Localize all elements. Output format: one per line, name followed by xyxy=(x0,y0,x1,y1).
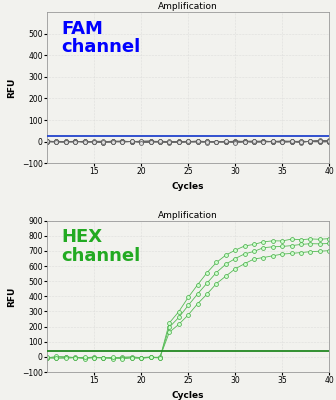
X-axis label: Cycles: Cycles xyxy=(172,182,204,191)
X-axis label: Cycles: Cycles xyxy=(172,391,204,400)
Y-axis label: RFU: RFU xyxy=(7,78,16,98)
Title: Amplification: Amplification xyxy=(158,211,218,220)
Y-axis label: RFU: RFU xyxy=(7,286,16,306)
Title: Amplification: Amplification xyxy=(158,2,218,11)
Text: HEX
channel: HEX channel xyxy=(61,228,140,265)
Text: FAM
channel: FAM channel xyxy=(61,20,140,56)
